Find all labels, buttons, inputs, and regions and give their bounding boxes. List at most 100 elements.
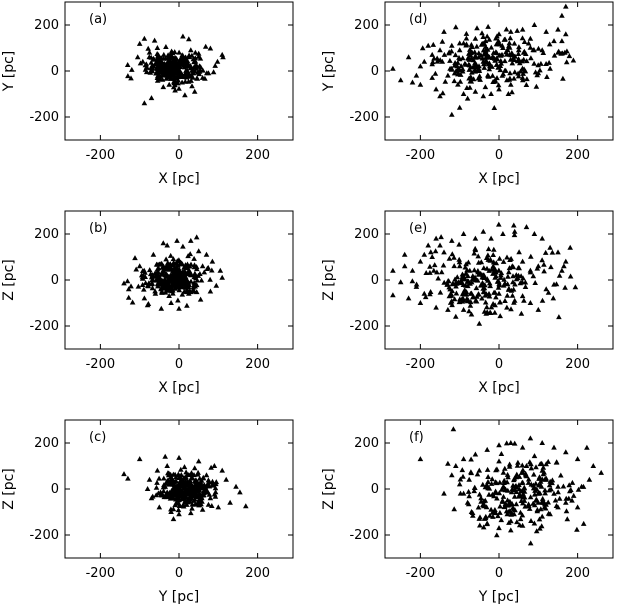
data-point	[154, 51, 160, 56]
data-point	[168, 300, 174, 305]
data-point	[162, 493, 169, 498]
data-point	[578, 483, 585, 489]
data-point	[511, 232, 518, 238]
data-point	[163, 75, 170, 81]
data-point	[484, 46, 491, 52]
data-point	[481, 64, 488, 70]
data-point	[185, 279, 192, 285]
data-point	[495, 278, 502, 284]
data-point	[540, 464, 547, 470]
data-point	[505, 91, 512, 96]
data-point	[175, 297, 181, 303]
x-tick-label: 200	[565, 566, 590, 581]
data-point	[446, 255, 453, 261]
data-point	[129, 299, 136, 305]
data-point	[456, 263, 463, 269]
data-point	[492, 57, 498, 63]
data-point	[551, 444, 557, 450]
data-point	[531, 231, 538, 236]
data-point	[567, 488, 573, 494]
data-point	[537, 461, 544, 467]
data-point	[486, 290, 492, 296]
data-point	[211, 463, 218, 468]
data-point	[125, 294, 132, 300]
data-point	[510, 504, 516, 510]
data-point	[539, 47, 545, 53]
data-point	[485, 23, 491, 29]
data-point	[152, 288, 158, 294]
data-point	[179, 79, 185, 85]
data-point	[482, 484, 489, 490]
x-tick-label: -200	[406, 566, 436, 581]
data-point	[519, 293, 526, 299]
data-point	[566, 482, 572, 488]
y-tick-label: 0	[51, 64, 59, 79]
data-point	[456, 481, 463, 487]
data-point	[488, 304, 495, 310]
data-point	[207, 276, 213, 282]
data-point	[189, 501, 196, 507]
data-point	[183, 489, 189, 495]
data-point	[523, 473, 530, 479]
data-point	[205, 477, 212, 483]
data-point	[500, 231, 506, 236]
data-point	[203, 251, 210, 257]
data-point	[482, 515, 489, 521]
data-point	[176, 85, 182, 91]
data-point	[482, 43, 489, 49]
data-point	[476, 50, 482, 56]
data-points	[390, 3, 577, 117]
data-point	[558, 472, 564, 478]
data-point	[466, 493, 472, 499]
data-point	[169, 50, 176, 56]
data-point	[538, 483, 545, 489]
data-point	[181, 264, 187, 270]
data-point	[532, 280, 538, 285]
data-point	[567, 273, 574, 279]
data-point	[162, 55, 169, 61]
data-point	[171, 479, 178, 485]
data-point	[563, 508, 570, 514]
data-point	[511, 222, 517, 228]
data-point	[192, 49, 199, 55]
data-point	[481, 289, 488, 295]
data-point	[206, 491, 213, 497]
data-point	[161, 51, 167, 57]
data-point	[518, 310, 525, 316]
data-point	[486, 280, 493, 286]
data-point	[489, 54, 496, 60]
data-point	[453, 290, 460, 296]
data-point	[478, 259, 485, 265]
data-point	[507, 35, 514, 41]
data-point	[502, 500, 509, 506]
data-point	[527, 435, 534, 441]
data-point	[437, 289, 444, 295]
data-point	[536, 482, 542, 488]
data-point	[175, 80, 181, 86]
data-point	[542, 505, 549, 511]
data-point	[543, 28, 549, 34]
data-point	[511, 57, 518, 62]
data-point	[168, 75, 175, 81]
data-point	[515, 459, 521, 465]
data-point	[539, 440, 545, 445]
y-tick-label: -200	[349, 528, 379, 543]
x-tick-label: -200	[406, 148, 436, 163]
data-point	[472, 297, 479, 303]
data-point	[506, 40, 513, 46]
data-point	[156, 504, 163, 510]
data-point	[519, 258, 526, 264]
data-point	[569, 479, 576, 485]
data-point	[493, 269, 499, 275]
data-point	[181, 281, 188, 287]
data-point	[152, 290, 159, 296]
data-point	[190, 483, 196, 489]
data-point	[470, 76, 477, 82]
data-point	[521, 488, 528, 494]
data-point	[142, 62, 149, 68]
data-point	[471, 267, 478, 273]
data-point	[445, 278, 452, 284]
data-point	[432, 70, 439, 76]
data-point	[476, 63, 482, 69]
data-point	[528, 481, 535, 487]
